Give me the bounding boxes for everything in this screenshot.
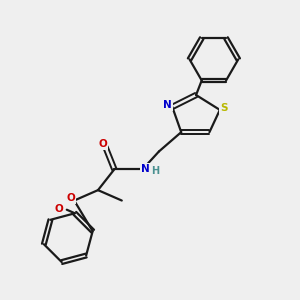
Text: O: O <box>54 204 63 214</box>
Text: O: O <box>99 139 107 149</box>
Text: N: N <box>164 100 172 110</box>
Text: H: H <box>151 166 159 176</box>
Text: O: O <box>66 193 75 203</box>
Text: N: N <box>141 164 149 174</box>
Text: S: S <box>220 103 227 113</box>
